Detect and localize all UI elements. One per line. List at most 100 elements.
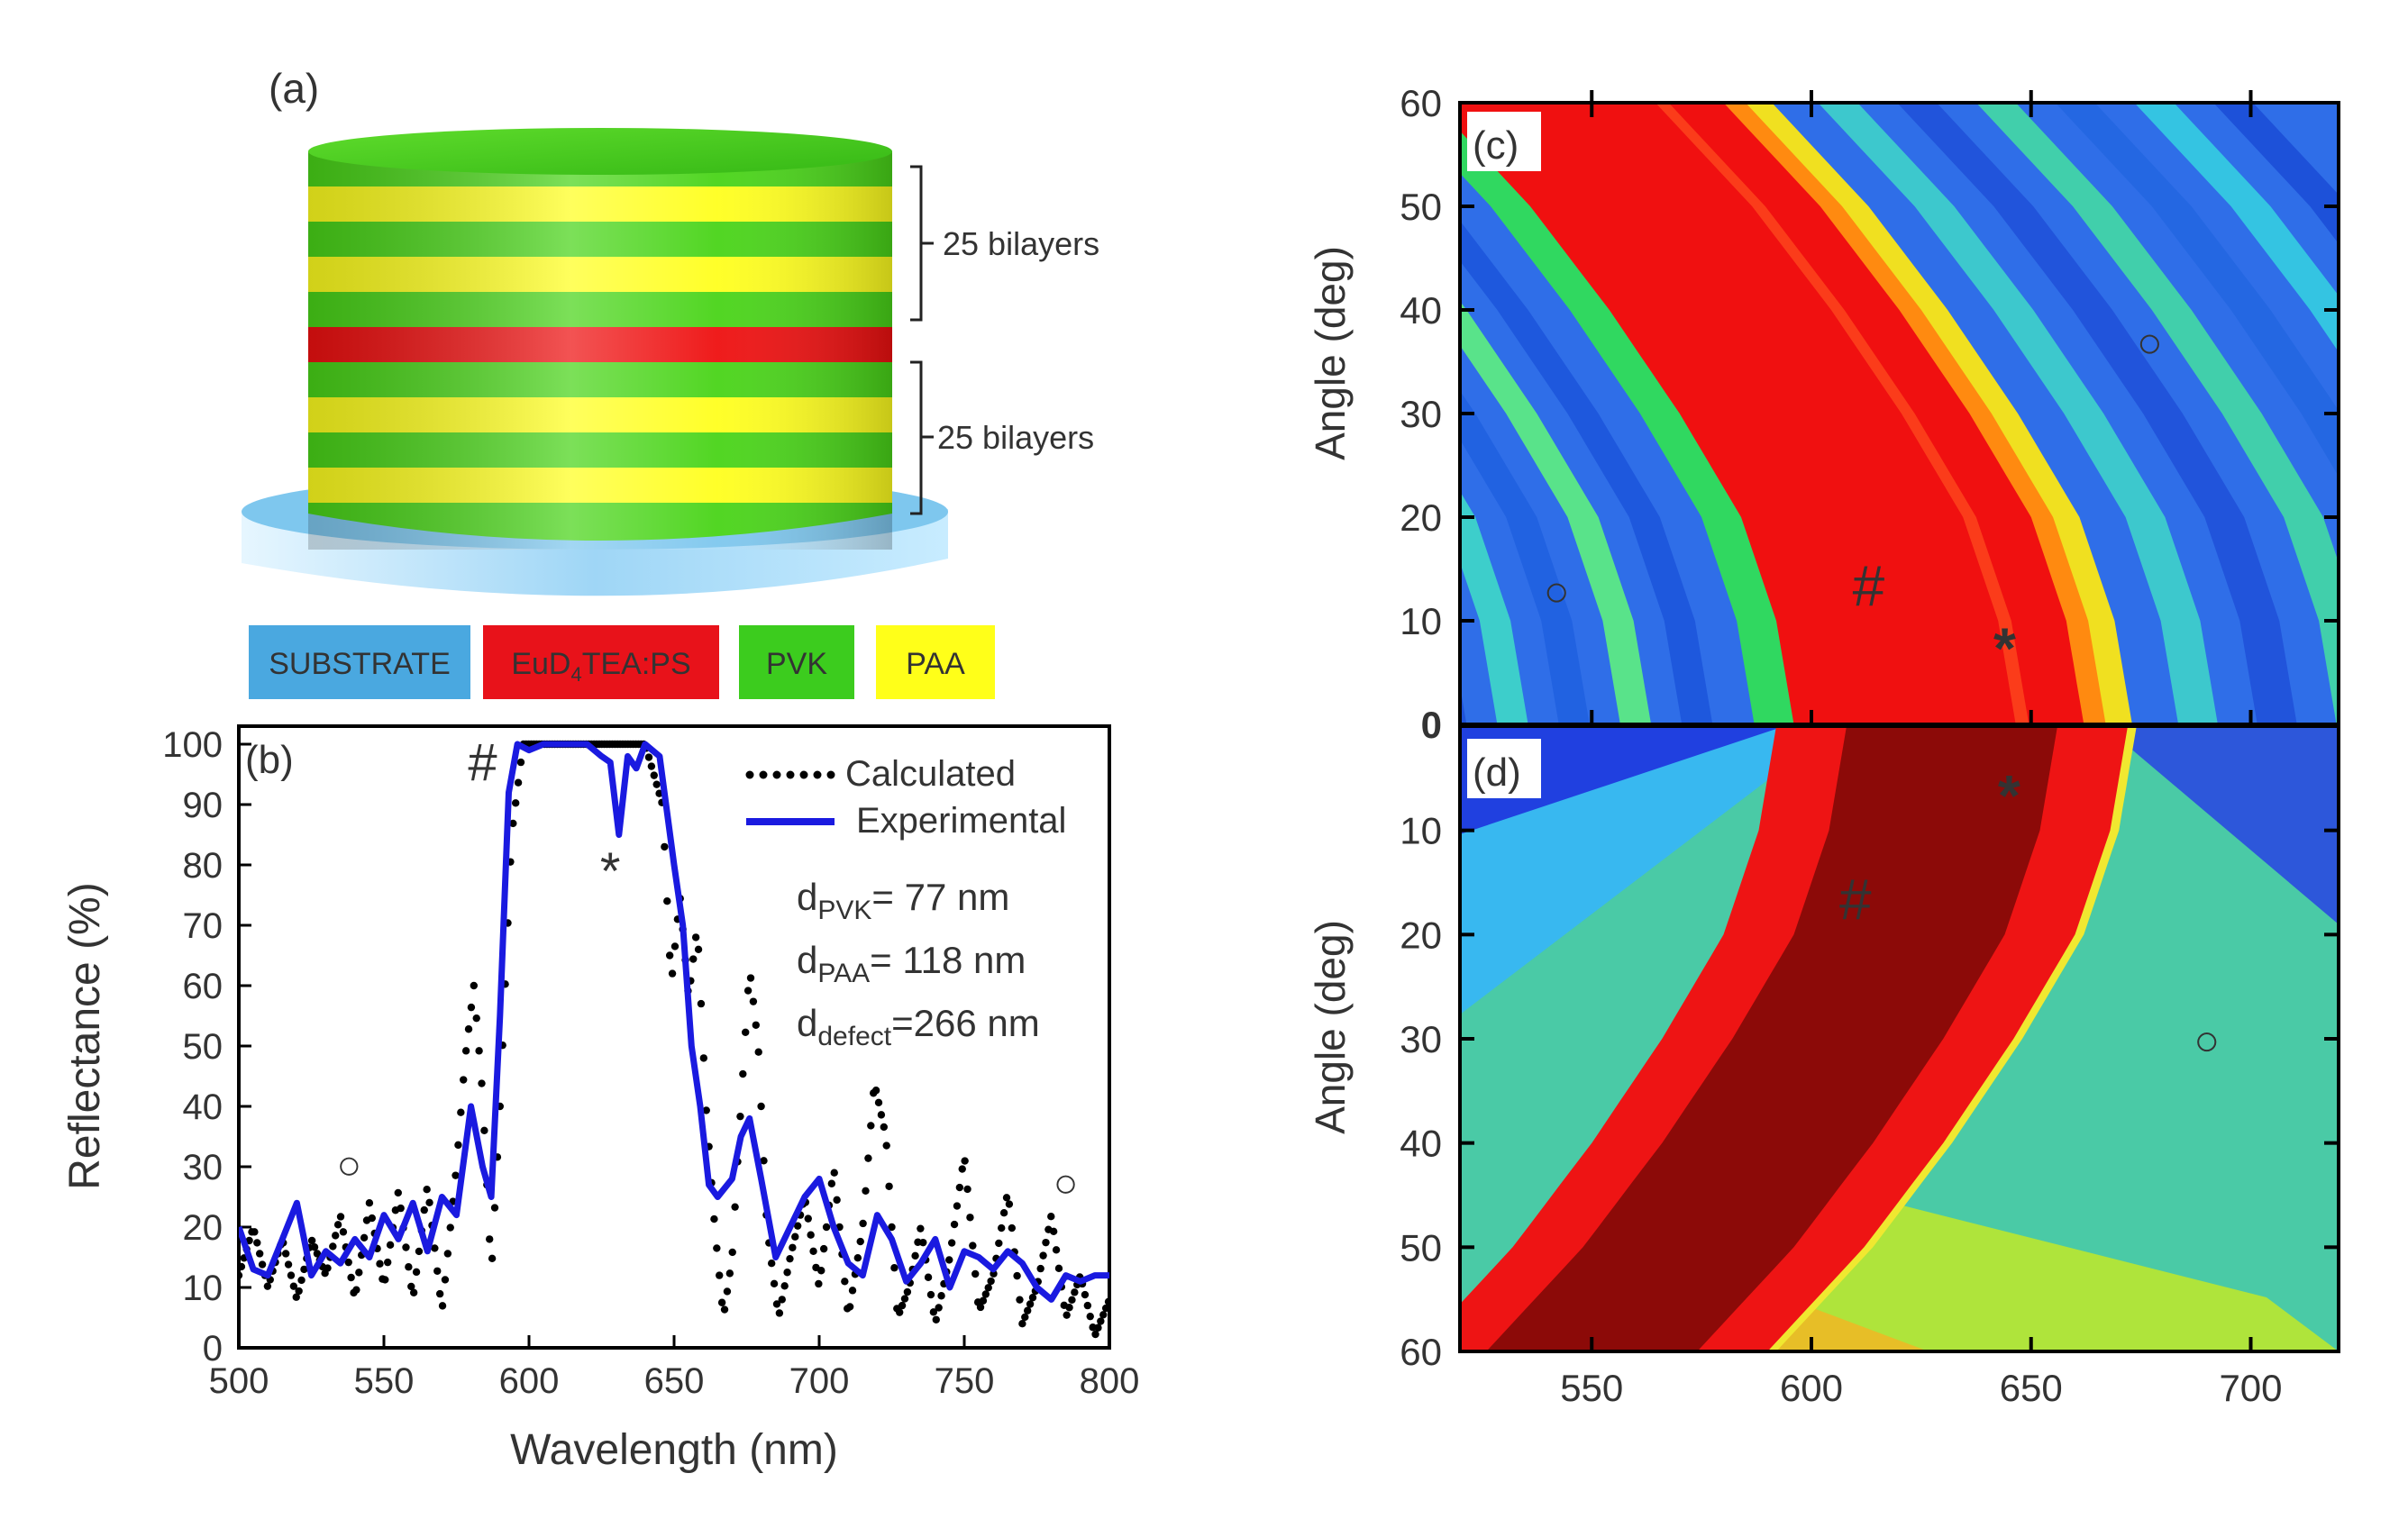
calculated-point xyxy=(987,1277,995,1286)
calculated-point xyxy=(670,942,680,951)
x-tick-label: 600 xyxy=(499,1361,560,1401)
calculated-point xyxy=(1021,1313,1029,1322)
annotation-hash: # xyxy=(1839,868,1872,932)
calculated-point xyxy=(984,1284,992,1292)
calculated-point xyxy=(452,1171,460,1179)
calculated-point xyxy=(300,1265,308,1274)
calculated-point xyxy=(431,1244,439,1252)
calculated-point xyxy=(347,1273,355,1282)
y-tick-label: 40 xyxy=(1400,289,1442,332)
calculated-point xyxy=(716,1271,724,1279)
y-tick-label: 10 xyxy=(183,1269,223,1308)
calculated-point xyxy=(443,1250,452,1258)
calculated-point xyxy=(833,1196,841,1205)
calculated-point xyxy=(333,1221,342,1229)
calculated-point xyxy=(981,1290,990,1298)
calculated-point xyxy=(699,1054,708,1062)
x-tick-label: 750 xyxy=(935,1361,995,1401)
stopband-dark xyxy=(1486,726,2057,1351)
calculated-point xyxy=(749,997,758,1005)
panel-d-ticks: 550 600 650 700 10 20 30 40 50 60 xyxy=(1400,810,2339,1409)
annotation-hash: # xyxy=(468,733,497,792)
y-tick-label: 30 xyxy=(1400,393,1442,435)
calculated-point xyxy=(472,1014,480,1023)
calculated-point xyxy=(898,1301,907,1310)
calculated-point xyxy=(464,1025,473,1033)
calculated-point xyxy=(1063,1311,1071,1319)
calculated-point xyxy=(307,1236,316,1245)
legend-dot xyxy=(759,770,768,779)
calculated-point xyxy=(665,951,674,960)
legend-dot xyxy=(826,770,835,779)
calculated-point xyxy=(516,758,525,767)
annotation-hash: # xyxy=(1853,554,1885,619)
calculated-point xyxy=(919,1238,927,1247)
y-tick-label: 50 xyxy=(183,1027,223,1067)
calculated-point xyxy=(454,1141,462,1150)
calculated-point xyxy=(720,1305,729,1314)
annotation-star: * xyxy=(1998,763,2020,828)
panel-d-label: (d) xyxy=(1473,750,1521,795)
multilayer-cylinder xyxy=(242,128,948,596)
calculated-point xyxy=(757,1102,765,1111)
panel-a: (a) 25 bilayers xyxy=(242,65,1099,699)
calculated-point xyxy=(405,1263,413,1271)
calculated-point xyxy=(900,1295,909,1303)
calculated-point xyxy=(1068,1296,1076,1305)
calculated-point xyxy=(736,1112,744,1121)
calculated-point xyxy=(903,1287,912,1296)
calculated-point xyxy=(702,1106,710,1114)
calculated-point xyxy=(723,1287,732,1296)
calculated-point xyxy=(890,1264,898,1272)
x-tick-label: 550 xyxy=(354,1361,415,1401)
calculated-point xyxy=(1013,1271,1021,1280)
calculated-point xyxy=(772,1300,781,1308)
panel-d-label-bg xyxy=(1467,739,1541,798)
calculated-point xyxy=(478,1079,486,1087)
fringe-band xyxy=(953,61,1344,766)
calculated-point xyxy=(961,1157,969,1165)
calculated-point xyxy=(313,1250,322,1258)
legend-substrate-box xyxy=(249,625,470,699)
x-tick-label: 650 xyxy=(644,1361,705,1401)
calculated-point xyxy=(841,1278,849,1286)
calculated-point xyxy=(287,1271,296,1279)
param-ddefect: ddefect=266 nm xyxy=(797,1002,1040,1051)
calculated-point xyxy=(911,1251,919,1260)
calculated-point xyxy=(791,1232,799,1241)
calculated-point xyxy=(281,1250,290,1258)
calculated-point xyxy=(1065,1304,1073,1312)
calculated-point xyxy=(650,771,658,779)
panel-b-chart: 500 550 600 650 700 750 800 0 10 20 30 40 50 60 70 80 90… xyxy=(61,724,1139,1474)
fringe-band xyxy=(1460,491,1528,724)
calculated-point xyxy=(746,974,755,982)
calculated-point xyxy=(457,1108,465,1116)
calculated-point xyxy=(853,1253,862,1262)
legend-dot xyxy=(786,770,795,779)
panel-d-annotations: # * ○ xyxy=(1839,763,2220,1065)
legend-dot xyxy=(745,770,754,779)
calculated-point xyxy=(1047,1213,1055,1221)
y-tick-label: 40 xyxy=(1400,1123,1442,1165)
calculated-point xyxy=(864,1154,872,1162)
calculated-point xyxy=(461,1047,470,1055)
legend-pvk-box xyxy=(739,625,854,699)
calculated-point xyxy=(979,1296,988,1305)
x-tick-label: 650 xyxy=(2000,1367,2063,1409)
calculated-point xyxy=(383,1258,392,1267)
x-tick-label: 700 xyxy=(2219,1367,2282,1409)
panel-c-label-bg xyxy=(1467,112,1541,171)
calculated-point xyxy=(1099,1311,1108,1319)
fringe-band xyxy=(1897,103,2297,724)
bracket-bottom-text: 25 bilayers xyxy=(937,419,1094,456)
calculated-point xyxy=(381,1276,389,1284)
calculated-point xyxy=(263,1282,272,1290)
calculated-point xyxy=(1049,1227,1058,1236)
calculated-point xyxy=(425,1198,433,1206)
panel-b-frame xyxy=(237,724,1111,1350)
band-green xyxy=(1460,126,1799,724)
fringe-band xyxy=(1818,103,2218,724)
calculated-point xyxy=(804,1214,812,1223)
calculated-point xyxy=(888,1223,896,1232)
calculated-point xyxy=(1008,1223,1017,1232)
